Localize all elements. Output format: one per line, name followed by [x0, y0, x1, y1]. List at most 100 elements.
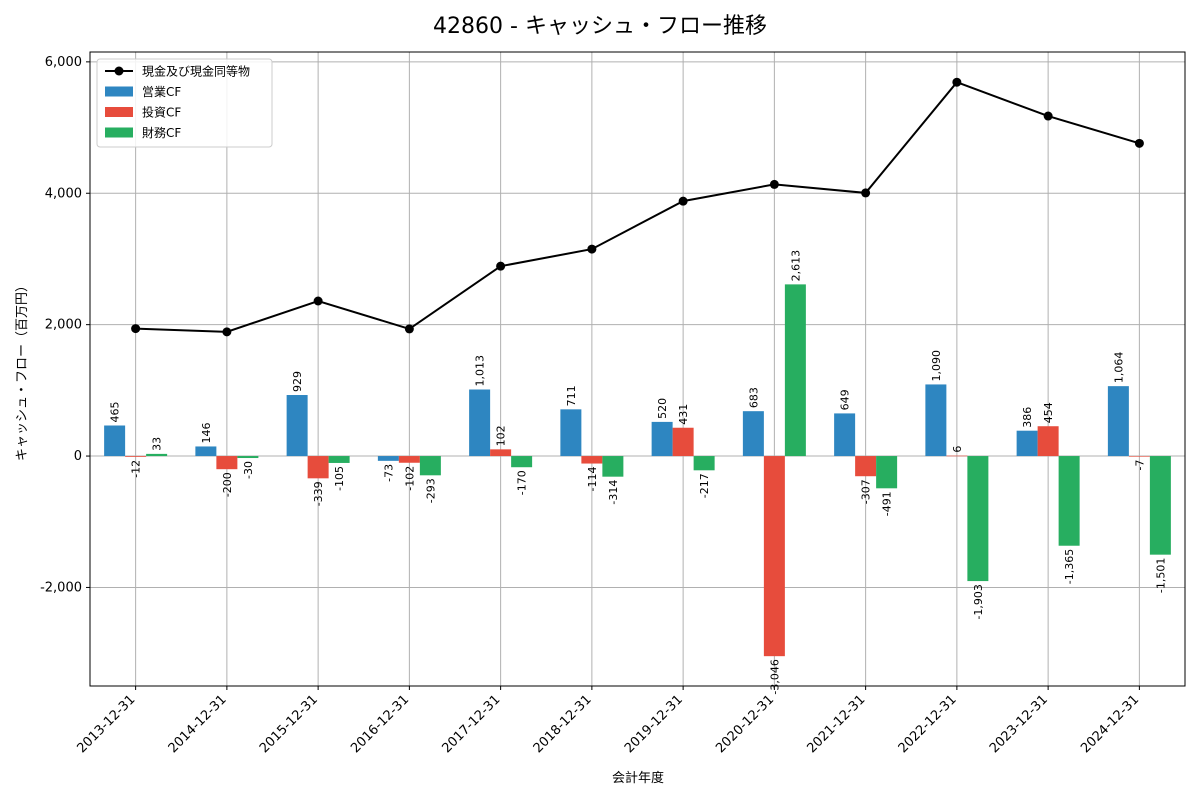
- bar-投資CF-2018-12-31: [581, 456, 603, 464]
- bar-投資CF-2015-12-31: [307, 456, 329, 479]
- data-label: -1,903: [972, 584, 985, 619]
- cash-point: [313, 296, 323, 306]
- bar-投資CF-2016-12-31: [398, 456, 420, 463]
- bar-営業CF-2016-12-31: [377, 456, 399, 461]
- legend-entry: 現金及び現金同等物: [142, 64, 250, 79]
- bar-投資CF-2019-12-31: [672, 427, 694, 457]
- data-label: -102: [403, 466, 416, 491]
- bar-投資CF-2020-12-31: [763, 456, 785, 657]
- cash-point: [587, 244, 597, 254]
- data-label: -491: [881, 491, 894, 516]
- data-label: 520: [656, 398, 669, 419]
- data-label: -217: [698, 473, 711, 498]
- data-label: 386: [1021, 407, 1034, 428]
- legend-entry: 営業CF: [142, 85, 181, 99]
- bar-投資CF-2014-12-31: [216, 456, 238, 470]
- data-label: -170: [516, 470, 529, 495]
- bar-財務CF-2014-12-31: [237, 456, 259, 459]
- data-label: -314: [607, 480, 620, 505]
- bar-営業CF-2023-12-31: [1016, 430, 1038, 457]
- bar-営業CF-2020-12-31: [742, 411, 764, 457]
- data-labels: 465 146 929 -73 1,013 711 520 683 649 1,090 386 1,0…: [109, 250, 1168, 695]
- bar-財務CF-2019-12-31: [693, 456, 715, 471]
- cash-line: [135, 81, 1140, 333]
- data-label: -200: [221, 472, 234, 497]
- y-tick-label: 0: [74, 449, 82, 464]
- y-tick-label: 2,000: [45, 318, 82, 333]
- cash-point: [222, 327, 232, 337]
- data-label: -73: [382, 464, 395, 482]
- cash-point: [952, 77, 962, 87]
- bar-財務CF-2013-12-31: [146, 453, 168, 457]
- data-label: -114: [586, 467, 599, 492]
- data-label: -12: [130, 460, 143, 478]
- cash-point: [1134, 138, 1144, 148]
- cash-point: [861, 188, 871, 198]
- data-label: -30: [242, 461, 255, 479]
- data-label: 146: [200, 422, 213, 443]
- legend-box: [96, 58, 273, 148]
- legend-entry: 投資CF: [142, 105, 181, 120]
- bar-投資CF-2017-12-31: [490, 449, 512, 457]
- plot-frame: [89, 51, 1186, 687]
- grid-lines: [90, 52, 1185, 686]
- y-tick-label: 6,000: [45, 55, 82, 70]
- legend-marker-swatch: [114, 66, 124, 76]
- data-label: 711: [565, 385, 578, 406]
- cash-point: [678, 196, 688, 206]
- bar-営業CF-2024-12-31: [1107, 386, 1129, 457]
- legend-bar-swatch: [105, 86, 133, 97]
- cash-point: [1043, 111, 1053, 121]
- data-label: 465: [109, 402, 122, 423]
- data-label: -105: [333, 466, 346, 491]
- data-label: -1,501: [1154, 558, 1167, 593]
- bar-営業CF-2017-12-31: [469, 389, 491, 457]
- data-label: 102: [495, 425, 508, 446]
- data-label: 454: [1042, 402, 1055, 423]
- data-label: 33: [151, 437, 164, 451]
- bar-営業CF-2013-12-31: [104, 425, 126, 457]
- data-label: -339: [312, 481, 325, 506]
- chart-title: 42860 - キャッシュ・フロー推移: [433, 14, 767, 39]
- data-label: 6: [951, 446, 964, 453]
- data-label: 683: [747, 387, 760, 408]
- y-axis-label: キャッシュ・フロー（百万円）: [15, 279, 30, 461]
- data-label: 1,064: [1112, 352, 1125, 384]
- bar-財務CF-2016-12-31: [419, 456, 441, 476]
- cash-point: [496, 261, 506, 271]
- data-label: -307: [860, 479, 873, 504]
- data-label: 431: [677, 404, 690, 425]
- cash-point: [769, 179, 779, 189]
- data-label: -1,365: [1063, 549, 1076, 584]
- data-label: 1,090: [930, 350, 943, 382]
- legend-entry: 財務CF: [142, 125, 181, 140]
- y-tick-label: 4,000: [45, 186, 82, 201]
- bar-財務CF-2024-12-31: [1149, 456, 1171, 555]
- data-label: 649: [839, 389, 852, 410]
- bar-財務CF-2021-12-31: [876, 456, 898, 489]
- bar-財務CF-2023-12-31: [1058, 456, 1080, 546]
- bar-営業CF-2022-12-31: [925, 384, 947, 457]
- bar-marks: [104, 284, 1171, 657]
- y-tick-label: -2,000: [40, 580, 82, 595]
- cash-point: [404, 324, 414, 334]
- bar-財務CF-2022-12-31: [967, 456, 989, 582]
- bar-営業CF-2019-12-31: [651, 421, 673, 457]
- data-label: -293: [424, 478, 437, 503]
- legend-bar-swatch: [105, 127, 133, 138]
- bar-営業CF-2015-12-31: [286, 395, 308, 457]
- data-label: -7: [1133, 460, 1146, 471]
- bar-財務CF-2020-12-31: [784, 284, 806, 457]
- bar-営業CF-2018-12-31: [560, 409, 582, 457]
- bar-投資CF-2023-12-31: [1037, 426, 1059, 457]
- bar-投資CF-2024-12-31: [1128, 456, 1150, 457]
- data-label: 2,613: [789, 250, 802, 282]
- bar-営業CF-2014-12-31: [195, 446, 217, 457]
- bar-投資CF-2021-12-31: [855, 456, 877, 477]
- bar-営業CF-2021-12-31: [834, 413, 856, 457]
- data-label: 1,013: [474, 355, 487, 387]
- legend-bar-swatch: [105, 107, 133, 117]
